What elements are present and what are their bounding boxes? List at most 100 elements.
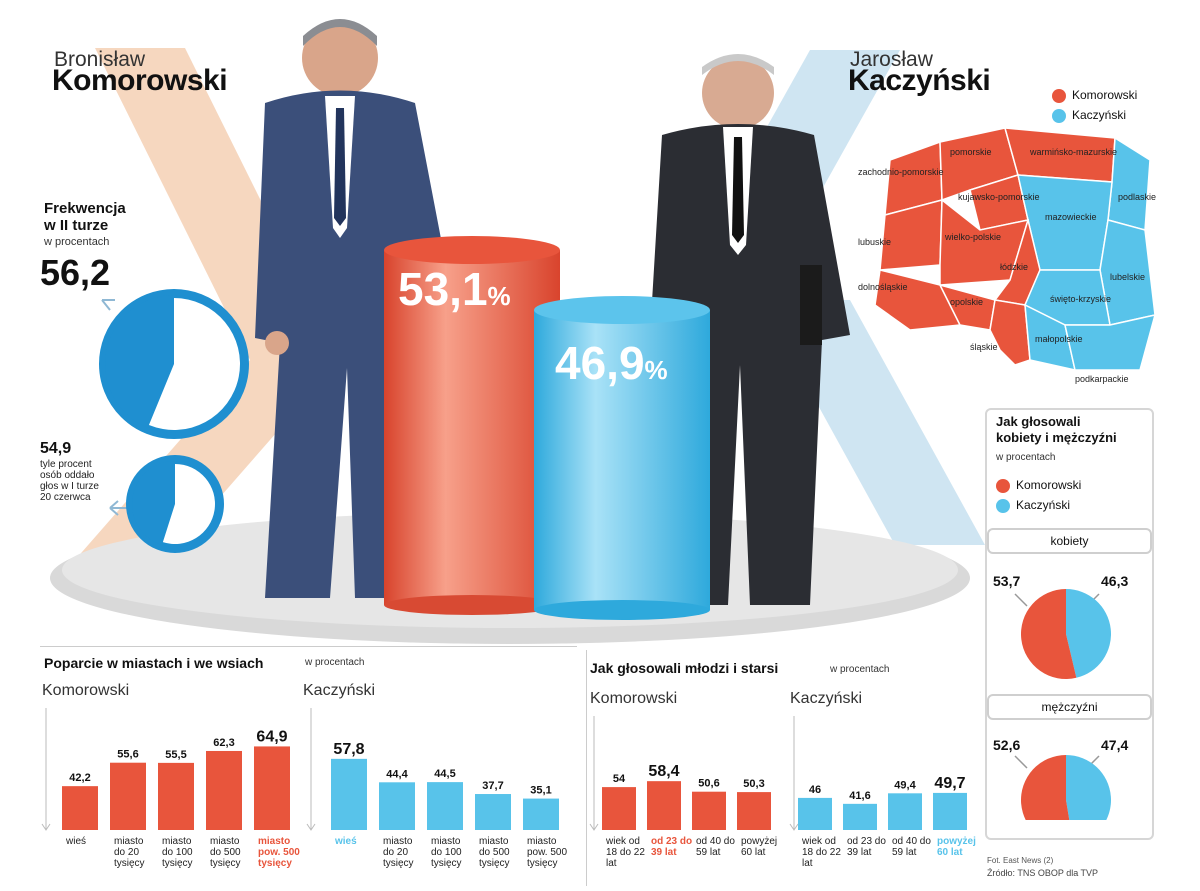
category-label: od 23 do 39 lat: [651, 836, 692, 858]
gender-pies: 53,7 46,3 52,6 47,4: [993, 573, 1128, 820]
bar-value-label: 44,5: [434, 768, 455, 780]
first-round-arrow: [109, 500, 128, 516]
first-round-note: tyle procent osób oddało głos w I turze …: [40, 459, 99, 503]
age-komorowski-chart: 54 wiek od 18 do 22 lat 58,4 od 23 do 39 lat 50…: [589, 716, 777, 869]
bar: [523, 798, 559, 830]
bar: [692, 791, 726, 830]
bar-value-label: 62,3: [213, 737, 234, 749]
category-label: powyżej 60 lat: [937, 836, 976, 858]
gender-title-line2: kobiety i mężczyźni: [996, 430, 1117, 445]
divider: [586, 650, 587, 886]
bar: [647, 781, 681, 830]
bar: [427, 782, 463, 830]
axis-arrow-icon: [306, 823, 316, 831]
bar-value-label: 44,4: [386, 768, 408, 780]
map-label: podlaskie: [1118, 192, 1156, 202]
kaczynski-result-value: 46,9: [555, 337, 645, 389]
category-label: miasto do 500 tysięcy: [210, 836, 241, 869]
gender-legend-item: Kaczyński: [996, 498, 1081, 513]
category-label: wiek od 18 do 22 lat: [801, 836, 841, 869]
age-kaczynski-label: Kaczyński: [790, 690, 863, 707]
gender-subtitle: w procentach: [996, 452, 1056, 463]
category-label: od 23 do 39 lat: [847, 836, 886, 858]
category-label: miasto do 100 tysięcy: [431, 836, 462, 869]
map-legend-item: Kaczyński: [1052, 108, 1137, 123]
age-chart-subtitle: w procentach: [830, 664, 890, 675]
first-round-value: 54,9: [40, 440, 72, 457]
age-kaczynski-chart: 46 wiek od 18 do 22 lat 41,6 od 23 do 39 lat 49…: [789, 716, 976, 869]
bar-value-label: 49,4: [894, 779, 916, 791]
bar: [379, 782, 415, 830]
data-source: Źródło: TNS OBOP dla TVP: [987, 868, 1099, 878]
gender-legend-label: Kaczyński: [1016, 497, 1071, 512]
city-komorowski-label: Komorowski: [42, 682, 130, 699]
bar: [254, 746, 290, 830]
bar: [62, 786, 98, 830]
bar-value-label: 57,8: [333, 741, 364, 758]
bar: [888, 793, 922, 830]
category-label: wiek od 18 do 22 lat: [605, 836, 645, 869]
bar-value-label: 55,6: [117, 749, 138, 761]
komorowski-result: 53,1%: [398, 262, 511, 316]
kaczynski-first-name: Jarosław: [850, 48, 933, 71]
kaczynski-cylinder: [534, 296, 710, 620]
map-label: śląskie: [970, 342, 998, 352]
turnout-value: 56,2: [40, 252, 111, 293]
komorowski-cylinder: [384, 236, 560, 615]
map-label: kujawsko-pomorskie: [958, 192, 1040, 202]
bar-value-label: 46: [809, 784, 821, 796]
turnout-title-line2: w II turze: [44, 217, 109, 234]
age-chart-title: Jak głosowali młodzi i starsi: [590, 660, 779, 676]
komorowski-last-name: Komorowski: [52, 64, 228, 97]
photo-credit: Fot. East News (2): [987, 856, 1054, 865]
gender-legend-item: Komorowski: [996, 478, 1081, 493]
bar: [110, 762, 146, 830]
category-label: miasto pow. 500 tysięcy: [527, 836, 567, 869]
category-label: miasto pow. 500 tysięcy: [258, 836, 300, 869]
first-round-note-line: tyle procent: [40, 459, 92, 470]
gender-legend-label: Komorowski: [1016, 478, 1082, 492]
map-legend-label: Komorowski: [1072, 88, 1138, 102]
category-label: powyżej 60 lat: [741, 836, 777, 858]
bar: [602, 787, 636, 830]
bar: [475, 794, 511, 830]
bar-value-label: 41,6: [849, 790, 870, 802]
map-region-slaskie: [989, 299, 1031, 366]
komorowski-result-unit: %: [487, 281, 511, 311]
pie-ring: [126, 455, 224, 553]
bar-value-label: 58,4: [648, 763, 679, 780]
category-label: od 40 do 59 lat: [696, 836, 735, 858]
kaczynski-dot-icon: [1052, 108, 1066, 123]
pie-slice-turnout: [162, 464, 216, 544]
bar-value-label: 42,2: [69, 772, 90, 784]
map-label: lubuskie: [858, 237, 891, 247]
city-kaczynski-label: Kaczyński: [303, 682, 376, 699]
gender-legend: Komorowski Kaczyński: [996, 478, 1081, 513]
map-label: podkarpackie: [1075, 374, 1129, 384]
map-label: wielko-polskie: [944, 232, 1001, 242]
axis-arrow-icon: [789, 823, 799, 831]
category-label: miasto do 100 tysięcy: [162, 836, 193, 869]
bar-value-label: 55,5: [165, 749, 186, 761]
bar-value-label: 37,7: [482, 780, 503, 792]
map-region-dolnoslaskie: [874, 269, 962, 331]
axis-arrow-icon: [41, 823, 51, 831]
pie-slice-komorowski: [1021, 589, 1077, 679]
bar: [798, 797, 832, 830]
men-kaczynski-label: 47,4: [1101, 737, 1128, 753]
pie-slice-kaczynski: [1066, 755, 1111, 820]
category-label: wieś: [65, 836, 86, 847]
map-label: lubelskie: [1110, 272, 1145, 282]
result-cylinders: [384, 236, 710, 620]
map-label: święto-krzyskie: [1050, 294, 1111, 304]
first-round-note-line: osób oddało: [40, 470, 95, 481]
komorowski-dot-icon: [996, 478, 1010, 493]
map-label: dolnośląskie: [858, 282, 908, 292]
pie-slice-komorowski: [1021, 755, 1070, 820]
map-label: łódzkie: [1000, 262, 1028, 272]
map-label: opolskie: [950, 297, 983, 307]
poland-map: pomorskie warmińsko-mazurskie zachodnio-…: [858, 127, 1157, 384]
women-pie: [1021, 589, 1111, 679]
map-label: warmińsko-mazurskie: [1029, 147, 1117, 157]
bar-value-label: 50,6: [698, 778, 719, 790]
